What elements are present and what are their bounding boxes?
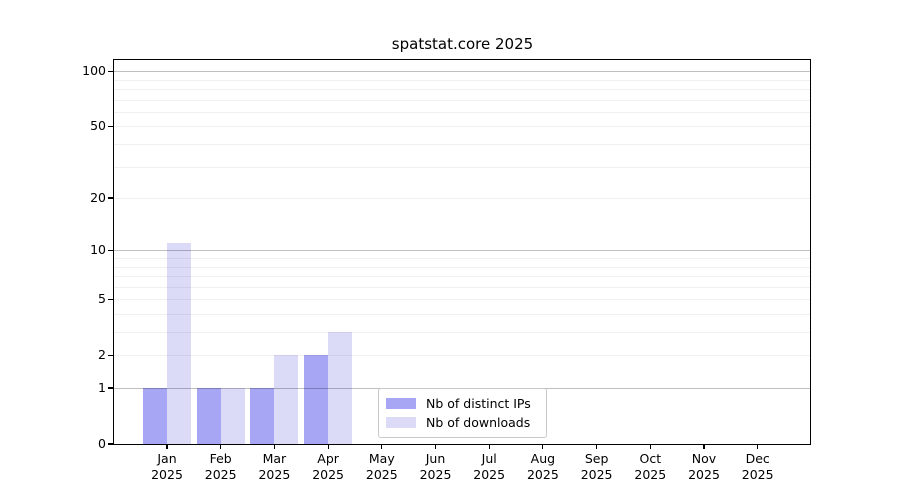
y-axis-tick-label: 20 [90, 190, 106, 206]
minor-gridline [114, 89, 811, 90]
month-label: Dec [745, 451, 770, 466]
month-label: Oct [639, 451, 662, 466]
y-axis-tick [108, 443, 114, 445]
y-axis-tick [108, 298, 114, 300]
minor-gridline [114, 166, 811, 168]
x-axis-tick-label: Apr 2025 [296, 451, 360, 483]
minor-gridline [114, 198, 811, 200]
y-axis-tick-label: 5 [98, 291, 106, 307]
year-label: 2025 [204, 467, 237, 482]
year-label: 2025 [312, 467, 344, 482]
month-label: Aug [530, 451, 556, 466]
minor-gridline [114, 313, 811, 315]
year-label: 2025 [473, 467, 506, 482]
year-label: 2025 [634, 467, 667, 482]
x-axis-tick-label: Mar 2025 [242, 451, 306, 483]
x-axis-tick [220, 444, 222, 449]
minor-gridline [114, 99, 811, 101]
year-label: 2025 [151, 467, 183, 482]
x-axis-tick-label: Jul 2025 [457, 451, 521, 483]
minor-gridline [114, 355, 811, 357]
month-label: Sep [584, 451, 609, 466]
minor-gridline [114, 111, 811, 113]
minor-gridline [114, 257, 811, 259]
y-axis-tick-label: 0 [98, 436, 106, 451]
month-label: Nov [691, 451, 717, 466]
month-label: Jan [157, 451, 177, 466]
minor-gridline [114, 299, 811, 301]
x-axis-tick [488, 444, 490, 449]
bar-downloads-apr [328, 332, 353, 444]
bar-downloads-feb [220, 388, 245, 444]
month-label: Mar [262, 451, 287, 466]
y-axis-tick [108, 125, 114, 127]
x-axis-tick-label: Feb 2025 [189, 451, 253, 483]
minor-gridline [114, 286, 811, 288]
x-axis-tick-label: Jan 2025 [135, 451, 199, 483]
x-axis-tick-label: Nov 2025 [672, 451, 736, 483]
y-axis-tick-label: 1 [98, 380, 106, 395]
x-axis-tick-label: Aug 2025 [511, 451, 575, 483]
y-axis-tick [108, 354, 114, 356]
bar-distinct-ips-apr [304, 355, 329, 444]
year-label: 2025 [741, 467, 774, 482]
x-axis-tick [757, 444, 759, 449]
y-axis-tick-label: 50 [90, 118, 106, 134]
x-axis-tick-label: Dec 2025 [726, 451, 790, 483]
month-label: May [368, 451, 395, 466]
minor-gridline [114, 276, 811, 278]
x-axis-tick [596, 444, 598, 449]
month-label: Feb [209, 451, 232, 466]
month-label: Jun [425, 451, 446, 466]
y-axis-tick [108, 249, 114, 251]
chart-title: spatstat.core 2025 [391, 35, 534, 53]
y-axis-tick [108, 197, 114, 199]
major-gridline [114, 250, 811, 252]
minor-gridline [114, 79, 811, 81]
major-gridline [114, 71, 811, 73]
y-axis-tick-label: 100 [82, 63, 106, 79]
minor-gridline [114, 144, 811, 145]
legend: Nb of distinct IPs Nb of downloads [378, 388, 547, 438]
bar-downloads-jan [167, 243, 191, 444]
y-axis-tick-label: 2 [98, 347, 106, 363]
y-axis-tick-label: 10 [90, 242, 106, 258]
legend-label-downloads: Nb of downloads [426, 415, 531, 430]
x-axis-tick-label: Jun 2025 [404, 451, 468, 483]
month-label: Apr [317, 451, 339, 466]
minor-gridline [114, 332, 811, 333]
x-axis-tick [434, 444, 437, 449]
year-label: 2025 [688, 467, 720, 482]
x-axis-tick [649, 444, 651, 449]
legend-swatch-downloads [386, 417, 416, 428]
x-axis-tick [542, 444, 544, 449]
legend-item-downloads: Nb of downloads [379, 413, 546, 432]
year-label: 2025 [580, 467, 613, 482]
x-axis-tick [166, 444, 168, 449]
x-axis-tick [327, 444, 329, 449]
month-label: Jul [481, 451, 497, 466]
bar-distinct-ips-mar [250, 388, 275, 444]
x-axis-tick [703, 444, 705, 449]
year-label: 2025 [526, 467, 559, 482]
x-axis-tick [273, 444, 275, 449]
bar-distinct-ips-feb [196, 388, 221, 444]
y-axis-tick [108, 70, 114, 72]
y-axis-tick [108, 387, 114, 389]
year-label: 2025 [365, 467, 398, 482]
x-axis-tick-label: Oct 2025 [618, 451, 682, 483]
x-axis-tick-label: Sep 2025 [565, 451, 629, 483]
year-label: 2025 [258, 467, 291, 482]
minor-gridline [114, 266, 811, 268]
bar-downloads-mar [274, 355, 299, 444]
year-label: 2025 [419, 467, 452, 482]
x-axis-tick [381, 444, 383, 449]
legend-swatch-distinct-ips [386, 398, 416, 409]
x-axis-tick-label: May 2025 [350, 451, 414, 483]
legend-item-distinct-ips: Nb of distinct IPs [379, 394, 546, 413]
legend-label-distinct-ips: Nb of distinct IPs [426, 396, 531, 411]
minor-gridline [114, 126, 811, 128]
bar-distinct-ips-jan [143, 388, 167, 444]
